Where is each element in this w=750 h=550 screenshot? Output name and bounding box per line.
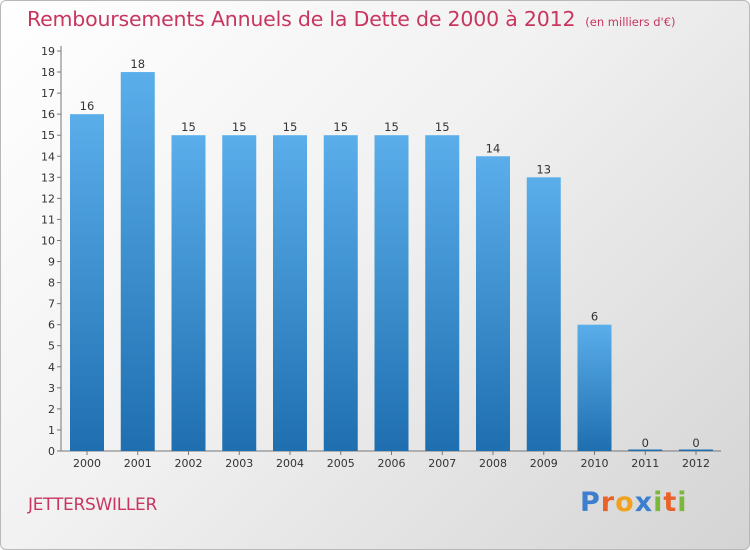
- x-tick-label: 2002: [175, 457, 203, 470]
- y-tick-label: 18: [41, 66, 55, 79]
- logo-letter: x: [634, 487, 654, 518]
- value-label: 0: [642, 436, 649, 450]
- bar[interactable]: [628, 449, 663, 452]
- value-label: 15: [384, 120, 399, 134]
- value-label: 15: [283, 120, 298, 134]
- y-tick-label: 13: [41, 171, 55, 184]
- value-label: 18: [130, 57, 145, 71]
- logo-letter: i: [677, 487, 688, 518]
- value-labels: 16 18 15 15 15 15 15 15 14 13 6 0 0: [80, 57, 700, 450]
- y-tick-label: 4: [48, 361, 55, 374]
- x-tick-label: 2009: [530, 457, 558, 470]
- bar[interactable]: [120, 72, 155, 451]
- bar[interactable]: [425, 135, 460, 452]
- y-tick-label: 10: [41, 234, 55, 247]
- y-tick-label: 17: [41, 87, 55, 100]
- y-tick-label: 6: [48, 319, 55, 332]
- title-row: Remboursements Annuels de la Dette de 20…: [27, 7, 676, 31]
- y-tick-label: 19: [41, 45, 55, 58]
- bar[interactable]: [476, 156, 510, 451]
- logo-letter: o: [615, 487, 635, 518]
- bar[interactable]: [273, 135, 307, 452]
- chart-unit: (en milliers d'€): [585, 15, 676, 29]
- bar[interactable]: [374, 135, 409, 452]
- x-tick-label: 2004: [276, 457, 304, 470]
- value-label: 16: [80, 99, 95, 113]
- y-tick-label: 15: [41, 129, 55, 142]
- y-tick-label: 5: [48, 340, 55, 353]
- y-tick-label: 14: [41, 150, 55, 163]
- y-tick-label: 2: [48, 403, 55, 416]
- x-tick-label: 2008: [479, 457, 507, 470]
- x-tick-label: 2001: [124, 457, 152, 470]
- value-label: 14: [486, 141, 501, 155]
- bar[interactable]: [526, 177, 561, 451]
- x-tick-label: 2012: [682, 457, 710, 470]
- x-tick-label: 2005: [327, 457, 355, 470]
- value-label: 13: [536, 162, 551, 176]
- logo-letter: r: [600, 487, 616, 518]
- x-tick-label: 2003: [225, 457, 253, 470]
- chart-title: Remboursements Annuels de la Dette de 20…: [27, 7, 576, 31]
- bar[interactable]: [323, 135, 358, 452]
- proxiti-logo[interactable]: Proxiti: [580, 487, 688, 518]
- y-tick-label: 12: [41, 192, 55, 205]
- value-label: 15: [232, 120, 247, 134]
- y-tick-label: 11: [41, 213, 55, 226]
- value-label: 15: [333, 120, 348, 134]
- bar[interactable]: [577, 324, 612, 451]
- value-label: 6: [591, 310, 598, 324]
- bar[interactable]: [70, 114, 104, 451]
- y-tick-label: 1: [48, 424, 55, 437]
- y-tick-label: 7: [48, 298, 55, 311]
- logo-letter: P: [580, 487, 601, 518]
- bar[interactable]: [171, 135, 206, 452]
- y-tick-label: 8: [48, 277, 55, 290]
- y-tick-label: 3: [48, 382, 55, 395]
- x-tick-label: 2011: [631, 457, 659, 470]
- y-tick-label: 0: [48, 445, 55, 458]
- value-label: 0: [692, 436, 699, 450]
- commune-name: JETTERSWILLER: [28, 495, 157, 515]
- x-tick-label: 2010: [581, 457, 609, 470]
- bar[interactable]: [222, 135, 257, 452]
- bar[interactable]: [679, 449, 713, 452]
- x-axis: 2000 2001 2002 2003 2004 2005 2006 2007 2008 2009…: [61, 450, 721, 470]
- logo-letter: t: [663, 487, 678, 518]
- y-tick-label: 9: [48, 256, 55, 269]
- x-tick-label: 2007: [428, 457, 456, 470]
- value-label: 15: [435, 120, 450, 134]
- y-tick-label: 16: [41, 108, 55, 121]
- x-tick-label: 2006: [378, 457, 406, 470]
- value-label: 15: [181, 120, 196, 134]
- bars: [70, 72, 713, 452]
- x-tick-label: 2000: [73, 457, 101, 470]
- logo-letter: i: [653, 487, 664, 518]
